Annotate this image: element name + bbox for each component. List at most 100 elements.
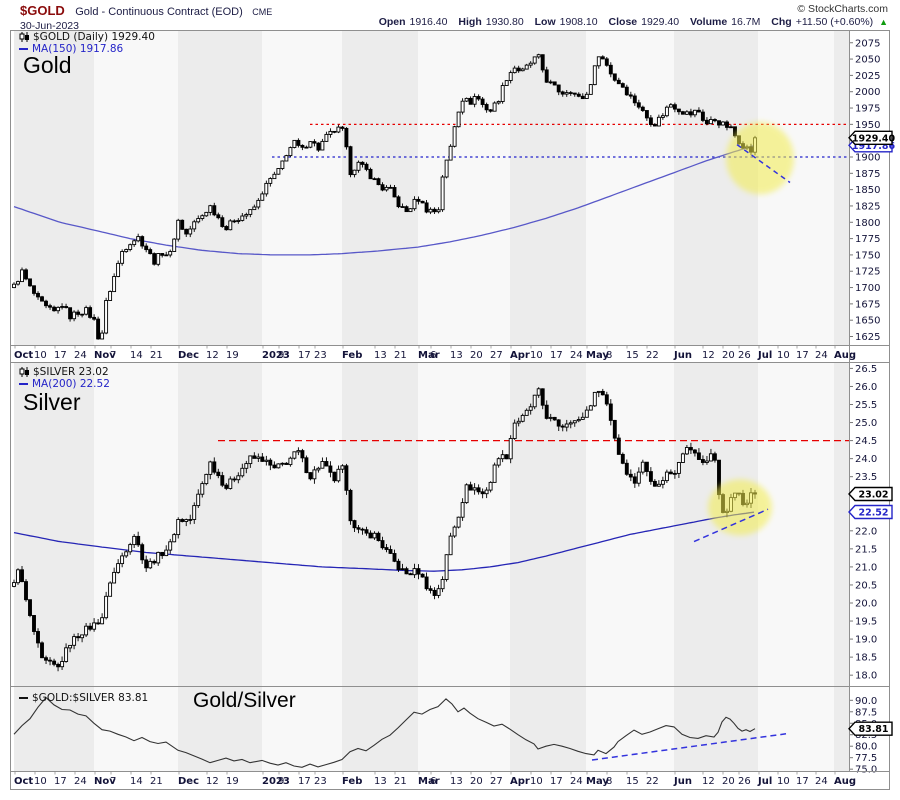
copyright-label: © StockCharts.com xyxy=(797,3,888,15)
svg-text:Dec: Dec xyxy=(178,776,199,787)
silver-legend: $SILVER 23.02 MA(200) 22.52 xyxy=(19,366,110,390)
svg-text:20: 20 xyxy=(722,776,735,787)
svg-text:20.0: 20.0 xyxy=(855,598,877,609)
svg-text:10: 10 xyxy=(530,350,543,361)
change-label: Chg xyxy=(771,16,792,28)
svg-text:23: 23 xyxy=(314,350,327,361)
close-label: Close xyxy=(608,16,638,28)
svg-text:1800: 1800 xyxy=(855,218,880,229)
svg-text:21: 21 xyxy=(394,776,407,787)
svg-text:18.0: 18.0 xyxy=(855,671,877,682)
svg-text:23.02: 23.02 xyxy=(858,490,888,501)
svg-text:24: 24 xyxy=(815,776,828,787)
ratio-panel xyxy=(13,687,849,771)
silver-candles-group xyxy=(12,387,757,672)
svg-text:27: 27 xyxy=(490,350,503,361)
svg-text:7: 7 xyxy=(110,776,116,787)
symbol-ticker: $GOLD xyxy=(20,3,65,18)
svg-text:17: 17 xyxy=(796,776,809,787)
svg-text:Mar: Mar xyxy=(418,350,440,361)
silver-moving-average-line xyxy=(13,511,755,572)
symbol-description: Gold - Continuous Contract (EOD) xyxy=(75,6,243,18)
svg-text:14: 14 xyxy=(130,776,143,787)
svg-text:26: 26 xyxy=(738,350,751,361)
svg-text:21: 21 xyxy=(150,350,163,361)
svg-text:Jul: Jul xyxy=(757,776,772,787)
line-swatch xyxy=(19,697,28,699)
ma-line-swatch xyxy=(19,383,28,385)
svg-text:21.0: 21.0 xyxy=(855,562,877,573)
svg-text:24: 24 xyxy=(570,776,583,787)
silver-legend-ma: MA(200) 22.52 xyxy=(32,378,110,390)
svg-text:13: 13 xyxy=(374,350,387,361)
silver-price-tag xyxy=(848,486,893,502)
gold-legend: $GOLD (Daily) 1929.40 MA(150) 1917.86 xyxy=(19,31,155,55)
svg-text:17: 17 xyxy=(550,776,563,787)
svg-text:13: 13 xyxy=(374,776,387,787)
svg-text:21: 21 xyxy=(150,776,163,787)
svg-text:1975: 1975 xyxy=(855,104,880,115)
gold-candles-group xyxy=(12,53,757,340)
svg-text:22: 22 xyxy=(646,776,659,787)
svg-text:Nov: Nov xyxy=(94,350,116,361)
ratio-annotation: Gold/Silver xyxy=(193,689,296,712)
close-value: 1929.40 xyxy=(641,16,680,28)
svg-text:23: 23 xyxy=(314,776,327,787)
silver-legend-main: $SILVER 23.02 xyxy=(33,366,109,378)
svg-text:7: 7 xyxy=(110,350,116,361)
svg-text:12: 12 xyxy=(702,776,715,787)
svg-text:22: 22 xyxy=(646,350,659,361)
svg-text:26.5: 26.5 xyxy=(855,364,877,375)
svg-text:24.5: 24.5 xyxy=(855,436,877,447)
svg-text:19.0: 19.0 xyxy=(855,635,877,646)
svg-text:24: 24 xyxy=(570,350,583,361)
svg-text:90.0: 90.0 xyxy=(855,696,877,707)
svg-text:2075: 2075 xyxy=(855,38,880,49)
svg-text:19: 19 xyxy=(226,350,239,361)
svg-text:10: 10 xyxy=(777,776,790,787)
svg-text:19: 19 xyxy=(226,776,239,787)
svg-text:Nov: Nov xyxy=(94,776,116,787)
date-label: 30-Jun-2023 xyxy=(20,20,79,32)
gold-price-tag xyxy=(848,130,893,145)
svg-text:23.5: 23.5 xyxy=(855,472,877,483)
svg-text:80.0: 80.0 xyxy=(855,742,877,753)
svg-text:27: 27 xyxy=(490,776,503,787)
svg-text:10: 10 xyxy=(777,350,790,361)
svg-text:6: 6 xyxy=(430,350,436,361)
svg-text:2023: 2023 xyxy=(262,350,290,361)
silver-trendline xyxy=(693,508,769,543)
svg-text:15: 15 xyxy=(626,776,639,787)
svg-text:Mar: Mar xyxy=(418,776,440,787)
svg-text:Feb: Feb xyxy=(342,776,362,787)
volume-value: 16.7M xyxy=(731,16,761,28)
svg-text:May: May xyxy=(586,776,609,787)
svg-text:6: 6 xyxy=(430,776,436,787)
open-value: 1916.40 xyxy=(409,16,448,28)
svg-text:12: 12 xyxy=(206,776,219,787)
svg-text:17: 17 xyxy=(796,350,809,361)
gold-annotation: Gold xyxy=(23,52,72,78)
gold-legend-ma: MA(150) 1917.86 xyxy=(32,43,124,55)
low-value: 1908.10 xyxy=(559,16,598,28)
svg-text:Jun: Jun xyxy=(673,776,692,787)
svg-text:9: 9 xyxy=(278,350,284,361)
svg-text:2023: 2023 xyxy=(262,776,290,787)
svg-text:1775: 1775 xyxy=(855,234,880,245)
svg-text:12: 12 xyxy=(206,350,219,361)
svg-text:19.5: 19.5 xyxy=(855,617,877,628)
svg-text:25.5: 25.5 xyxy=(855,400,877,411)
svg-text:1929.40: 1929.40 xyxy=(852,133,896,144)
svg-text:20: 20 xyxy=(470,350,483,361)
svg-text:18.5: 18.5 xyxy=(855,653,877,664)
svg-text:13: 13 xyxy=(450,776,463,787)
svg-text:Aug: Aug xyxy=(834,350,856,361)
silver-price-tag xyxy=(848,504,893,520)
svg-text:1917.86: 1917.86 xyxy=(852,141,896,152)
svg-text:21.5: 21.5 xyxy=(855,544,877,555)
svg-text:10: 10 xyxy=(34,776,47,787)
svg-text:2050: 2050 xyxy=(855,55,880,66)
silver-highlight-ellipse xyxy=(708,479,772,536)
